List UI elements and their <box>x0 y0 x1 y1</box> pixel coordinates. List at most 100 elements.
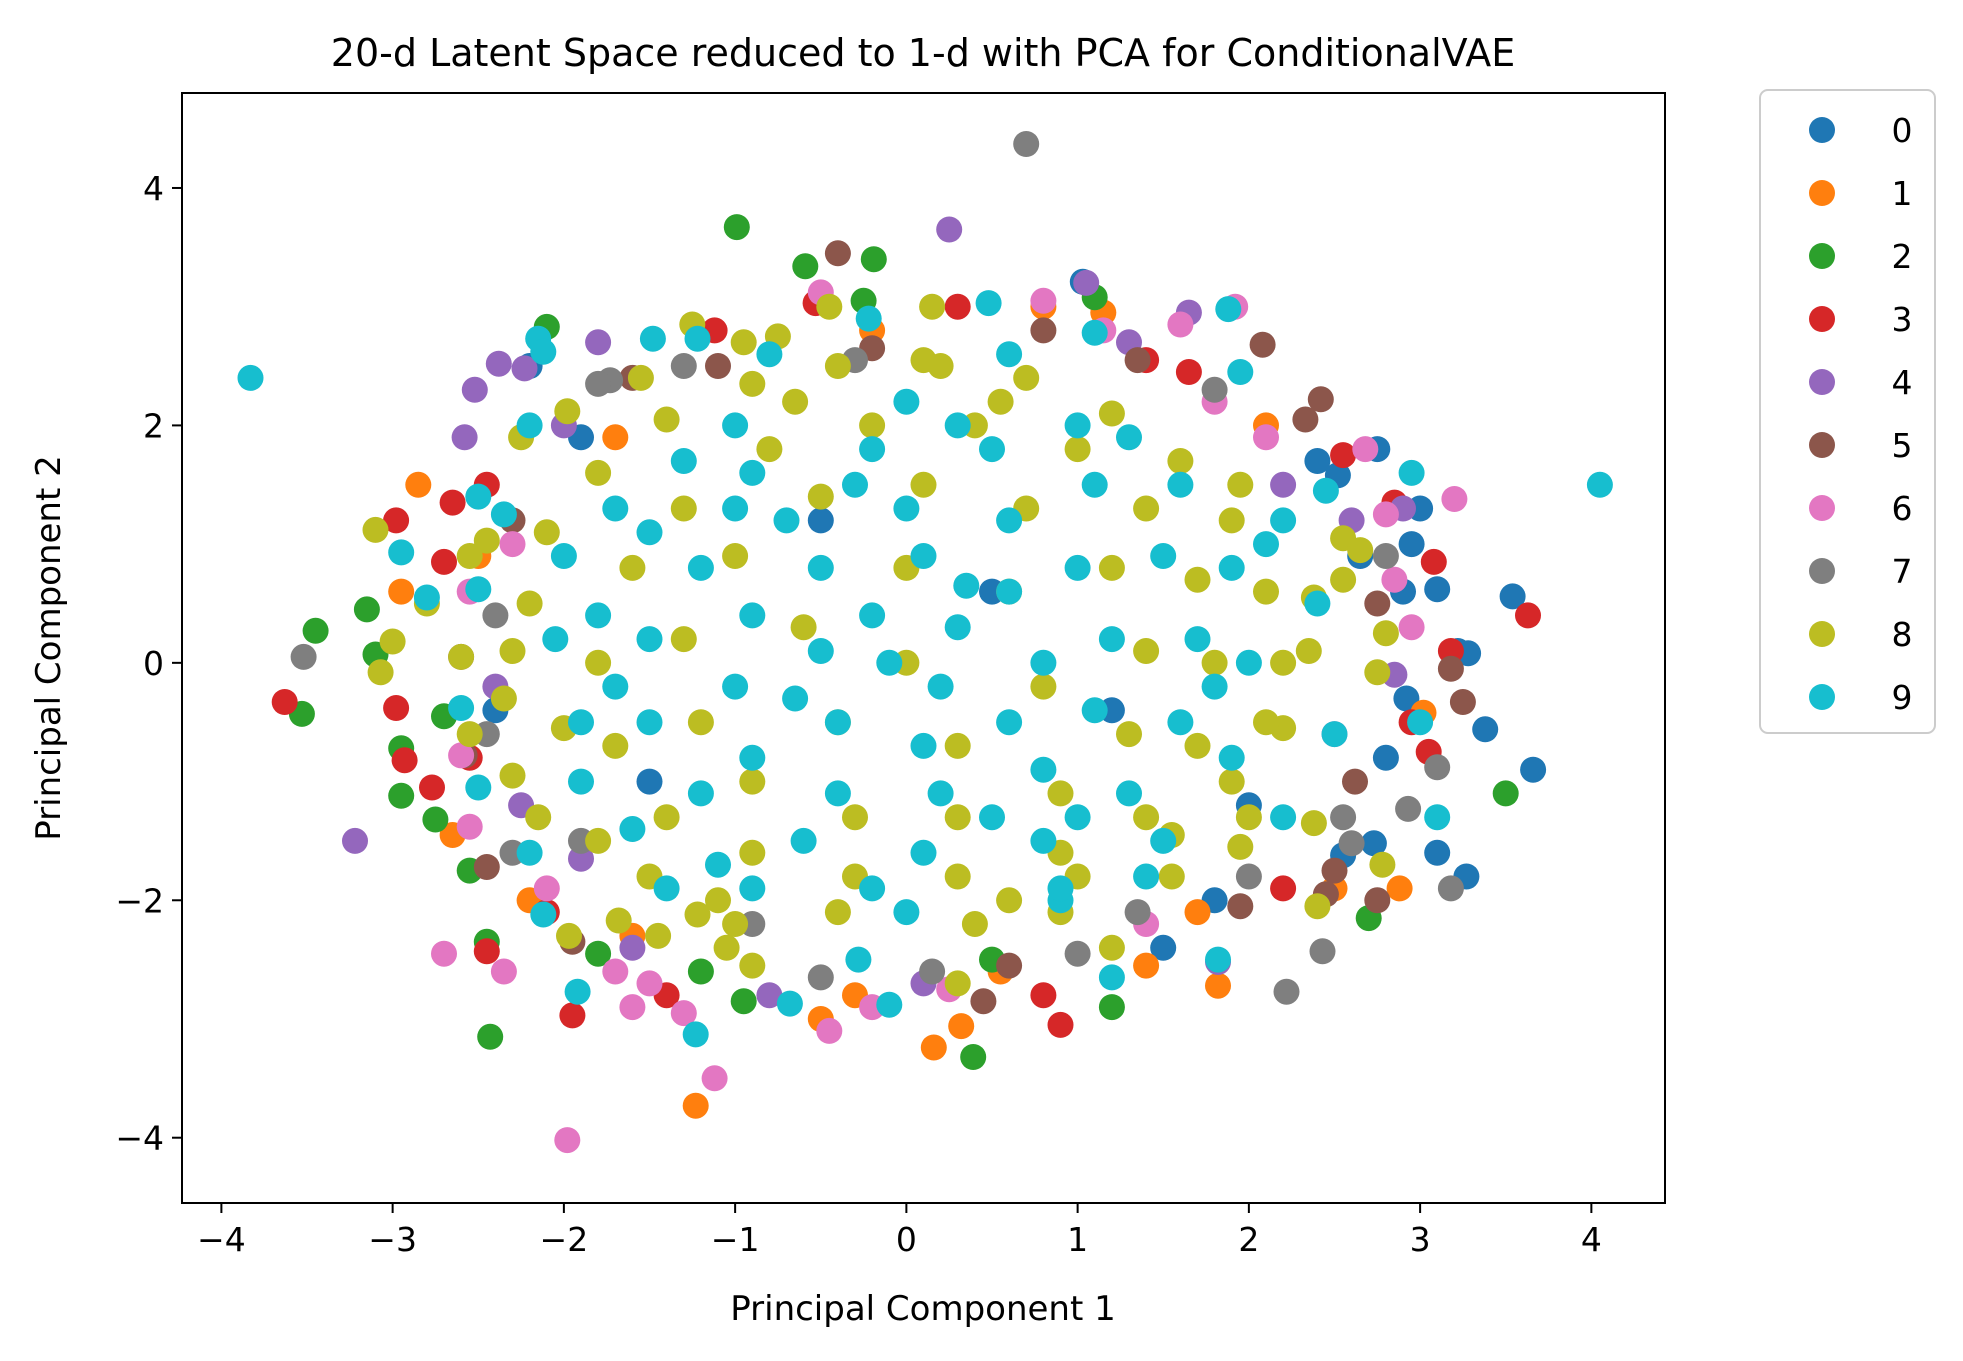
legend-marker-9 <box>1809 684 1835 710</box>
point-2-20 <box>585 940 612 967</box>
point-9-36 <box>1304 590 1331 617</box>
point-9-38 <box>756 341 783 368</box>
point-9-40 <box>568 768 594 795</box>
point-9-26 <box>465 576 492 603</box>
point-9-0 <box>237 364 264 391</box>
point-8-90 <box>1116 721 1142 748</box>
point-8-47 <box>824 899 851 926</box>
point-9-104 <box>602 673 629 700</box>
x-tick-label: −4 <box>197 1220 246 1259</box>
point-9-27 <box>465 774 492 801</box>
point-8-29 <box>1158 863 1185 890</box>
point-8-30 <box>919 293 946 320</box>
point-4-8 <box>585 329 612 356</box>
point-9-102 <box>842 471 868 498</box>
point-4-6 <box>485 350 512 377</box>
point-9-19 <box>1398 459 1425 486</box>
point-9-88 <box>1030 649 1057 676</box>
x-tick-label: −1 <box>711 1220 760 1259</box>
point-9-63 <box>1184 626 1211 653</box>
point-4-18 <box>568 845 594 872</box>
point-7-20 <box>1372 543 1399 569</box>
point-8-81 <box>653 804 680 831</box>
point-6-0 <box>554 1127 581 1154</box>
point-8-78 <box>944 863 971 890</box>
point-9-25 <box>448 695 475 721</box>
x-tick-label: 3 <box>1410 1220 1431 1259</box>
point-9-69 <box>687 780 714 807</box>
point-2-21 <box>730 988 757 1015</box>
point-9-107 <box>1253 531 1279 558</box>
point-9-111 <box>944 412 971 439</box>
point-5-8 <box>1321 857 1348 884</box>
point-1-4 <box>388 578 415 605</box>
point-5-22 <box>1227 893 1254 920</box>
point-8-0 <box>362 516 389 543</box>
point-7-17 <box>807 964 834 991</box>
legend-marker-7 <box>1809 558 1835 584</box>
point-9-62 <box>1150 543 1177 569</box>
point-6-10 <box>1381 566 1408 593</box>
point-6-18 <box>456 813 483 840</box>
point-7-4 <box>1437 875 1464 902</box>
point-3-26 <box>944 293 971 320</box>
point-8-8 <box>556 922 582 949</box>
point-8-86 <box>910 471 937 498</box>
legend-label-8: 8 <box>1892 615 1913 654</box>
point-9-72 <box>687 554 714 581</box>
point-8-92 <box>944 804 971 831</box>
point-8-94 <box>739 768 766 795</box>
point-7-8 <box>1338 830 1365 857</box>
point-8-17 <box>1304 893 1331 920</box>
point-2-11 <box>422 806 449 833</box>
point-9-109 <box>1064 804 1091 831</box>
legend-label-0: 0 <box>1892 111 1913 150</box>
point-8-73 <box>1184 566 1211 593</box>
point-1-2 <box>948 1013 975 1040</box>
point-8-109 <box>987 388 1014 415</box>
point-9-9 <box>682 1021 709 1048</box>
point-8-69 <box>859 412 886 439</box>
point-8-12 <box>713 934 740 961</box>
point-3-2 <box>391 747 418 774</box>
point-9-46 <box>1167 471 1194 498</box>
point-1-8 <box>1205 972 1231 999</box>
point-9-16 <box>1098 964 1125 991</box>
point-9-56 <box>585 602 612 629</box>
point-6-4 <box>602 958 629 985</box>
point-8-55 <box>1218 507 1245 534</box>
point-9-3 <box>975 290 1002 317</box>
point-8-21 <box>1330 566 1357 593</box>
point-8-67 <box>670 495 697 522</box>
point-7-11 <box>670 353 697 379</box>
legend-frame <box>1759 89 1936 734</box>
point-9-51 <box>1047 875 1074 902</box>
point-4-19 <box>1270 471 1297 498</box>
point-9-105 <box>953 572 980 599</box>
point-3-0 <box>271 689 298 715</box>
legend-label-1: 1 <box>1892 174 1913 213</box>
point-7-18 <box>919 958 946 985</box>
point-9-89 <box>996 709 1023 736</box>
point-9-73 <box>773 507 800 534</box>
point-2-5 <box>477 1023 504 1050</box>
point-8-62 <box>653 406 680 433</box>
point-9-112 <box>722 495 749 522</box>
point-8-105 <box>1235 804 1262 831</box>
point-9-17 <box>1424 804 1451 831</box>
point-0-6 <box>1424 576 1451 603</box>
point-3-4 <box>419 774 445 801</box>
point-0-29 <box>1304 448 1331 474</box>
point-3-6 <box>559 1002 586 1029</box>
point-8-37 <box>554 398 581 425</box>
point-8-53 <box>1270 649 1297 676</box>
point-8-72 <box>1133 495 1160 522</box>
point-8-52 <box>1253 709 1279 736</box>
point-8-28 <box>1227 833 1254 860</box>
point-8-54 <box>1253 578 1279 605</box>
point-8-63 <box>585 459 612 486</box>
point-8-1 <box>379 628 406 655</box>
point-3-10 <box>1437 638 1464 664</box>
legend-label-2: 2 <box>1892 237 1913 276</box>
point-8-46 <box>722 911 749 937</box>
